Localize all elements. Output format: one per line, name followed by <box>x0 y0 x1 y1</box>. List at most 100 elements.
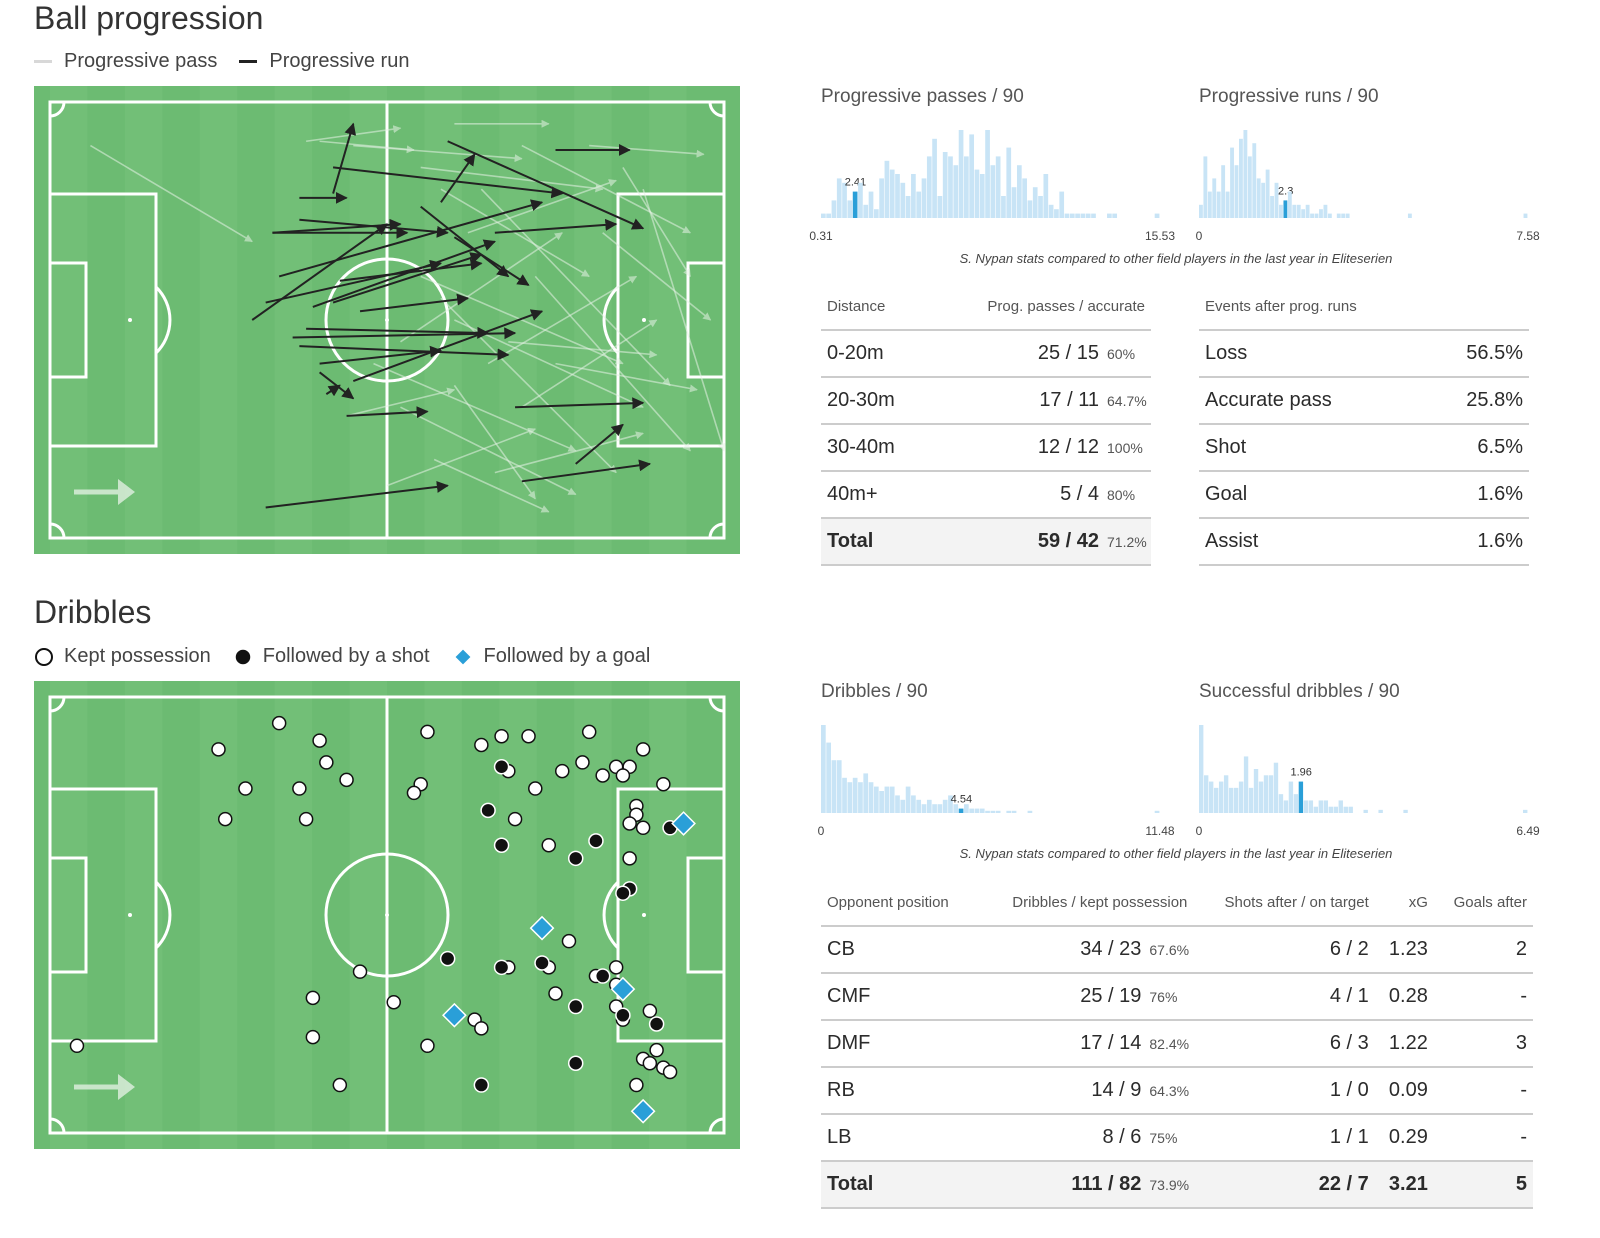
shots-after-cell: 6 / 2 <box>1193 926 1375 974</box>
histogram-bar <box>1243 756 1249 813</box>
dribble-kept-marker <box>211 742 226 757</box>
event-percent-cell: 25.8% <box>1431 377 1529 425</box>
hist-caption-1: S. Nypan stats compared to other field p… <box>959 251 1393 266</box>
histogram-bar <box>900 182 906 218</box>
dribble-shot-marker <box>567 850 584 867</box>
dribbles-kept-cell: 25 / 19 76% <box>976 973 1194 1021</box>
progressive-pass-arrow <box>602 232 712 321</box>
hist-caption-2: S. Nypan stats compared to other field p… <box>959 846 1393 861</box>
passes-accurate-cell: 25 / 15 60% <box>926 330 1151 378</box>
drib-right-goal-area <box>686 856 726 974</box>
progressive-run-arrow <box>521 459 652 483</box>
total-row: Total 59 / 42 71.2% <box>821 518 1151 566</box>
progressive-pass-arrow <box>400 406 577 496</box>
successful-dribbles-histogram-svg: 1.96 0 6.49 <box>1196 725 1540 838</box>
dribbles-kept-cell: 111 / 82 73.9% <box>976 1161 1194 1209</box>
dribble-kept-marker <box>319 755 334 770</box>
prog-stripe <box>574 86 612 554</box>
histogram-bar <box>948 156 953 218</box>
opponent-position-cell: DMF <box>821 1020 977 1068</box>
col-events-value <box>1431 283 1529 331</box>
xg-cell: 0.09 <box>1374 1067 1434 1115</box>
dribble-kept-marker <box>548 986 563 1001</box>
histogram-bar <box>852 777 858 813</box>
histogram-bar <box>858 182 863 218</box>
drib-centre-spot <box>385 913 389 917</box>
progressive-run-arrow <box>265 481 449 509</box>
histogram-bar <box>1027 810 1033 813</box>
table-row: Loss 56.5% <box>1199 330 1529 378</box>
histogram-bar <box>1213 787 1219 813</box>
xg-cell: 0.28 <box>1374 973 1434 1021</box>
histogram-bar <box>1523 809 1528 813</box>
histogram-highlight-label: 2.41 <box>845 177 866 189</box>
xg-cell: 1.23 <box>1374 926 1434 974</box>
histogram-highlight-bar <box>852 191 858 218</box>
dribble-kept-marker <box>332 1077 348 1093</box>
histogram-bar <box>1112 213 1118 218</box>
table-row: DMF 17 / 14 82.4% 6 / 3 1.22 3 <box>821 1020 1533 1068</box>
histogram-bar <box>1296 204 1301 218</box>
histogram-bar <box>1154 213 1160 218</box>
drib-right-penalty-arc <box>602 880 620 950</box>
table-row: Accurate pass 25.8% <box>1199 377 1529 425</box>
histogram-bar <box>1407 213 1412 218</box>
histogram-min-label: 0 <box>1196 824 1203 838</box>
progressive-run-arrow <box>306 326 490 339</box>
histogram-bar <box>1234 165 1239 218</box>
drib-corner-arc <box>708 696 725 713</box>
progressive-pass-arrow <box>642 188 726 452</box>
progressive-pass-arrow <box>534 275 691 452</box>
legend-followed-by-shot-label: Followed by a shot <box>262 645 430 667</box>
goals-after-cell: - <box>1433 973 1533 1021</box>
histogram-bar <box>1292 204 1297 218</box>
table-row: Assist 1.6% <box>1199 518 1529 566</box>
histogram-bar <box>863 204 869 218</box>
col-opponent-position: Opponent position <box>821 879 977 927</box>
histogram-max-label: 11.48 <box>1145 824 1174 838</box>
histogram-bar <box>884 160 890 218</box>
progressive-pass-arrow <box>521 319 658 408</box>
progressive-run-arrow <box>292 327 517 340</box>
histogram-bar <box>1314 213 1319 218</box>
progressive-run-arrow <box>299 218 449 238</box>
prog-stripe <box>349 86 387 554</box>
progressive-pass-arrow <box>373 362 577 452</box>
histogram-bar <box>831 760 837 813</box>
dribble-kept-marker <box>305 1029 321 1045</box>
prog-right-goal-area <box>686 261 726 379</box>
histogram-bar <box>1265 169 1270 218</box>
histogram-highlight-label: 1.96 <box>1290 767 1311 779</box>
histogram-bar <box>969 808 975 813</box>
percentage-label: 75% <box>1149 1130 1178 1146</box>
event-percent-cell: 6.5% <box>1431 424 1529 472</box>
histogram-bar <box>958 130 964 218</box>
dribble-shot-marker <box>594 968 611 984</box>
drib-stripe <box>499 681 537 1149</box>
histogram-bar <box>1054 209 1059 218</box>
prog-corner-arc <box>708 101 725 118</box>
histogram-bar <box>868 782 874 813</box>
progressive-pass-arrow <box>346 387 456 417</box>
distance-cell: 40m+ <box>821 471 927 519</box>
prog-right-penalty-spot <box>642 318 646 322</box>
dribble-kept-marker <box>305 990 321 1006</box>
dribble-kept-marker <box>608 960 624 975</box>
dribble-shot-marker <box>493 759 510 775</box>
histogram-bar <box>921 178 927 218</box>
passes-accurate-cell: 12 / 12 100% <box>926 424 1151 472</box>
prog-stripe <box>199 86 238 554</box>
event-percent-cell: 56.5% <box>1431 330 1529 378</box>
events-after-runs-table: Events after prog. runs Loss 56.5% Accurat… <box>1199 283 1529 566</box>
histogram-bar <box>1016 165 1022 218</box>
legend-kept-possession: Kept possession <box>34 645 211 668</box>
successful-dribbles-hist-title: Successful dribbles / 90 <box>1199 681 1400 702</box>
histogram-max-label: 7.58 <box>1516 229 1540 243</box>
progressive-pass-arrow <box>521 144 692 234</box>
histogram-bar <box>1338 800 1343 813</box>
histogram-bar <box>1303 800 1309 813</box>
histogram-bar <box>1308 800 1314 813</box>
progressive-run-arrow <box>332 122 357 194</box>
histogram-bar <box>1248 787 1254 813</box>
dribble-shot-marker <box>439 950 456 967</box>
